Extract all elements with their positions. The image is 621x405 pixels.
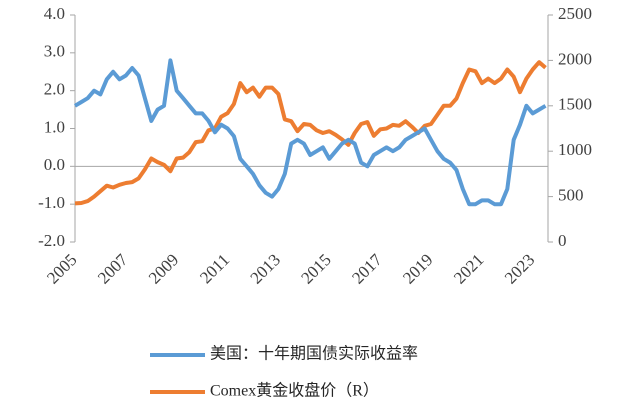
y-tick-label: 0.0 [44, 155, 65, 174]
series-line [73, 58, 547, 207]
x-tick-label: 2009 [145, 250, 182, 287]
x-tick-label: 2005 [43, 250, 80, 287]
y-tick-label: -2.0 [38, 231, 65, 250]
x-tick-label: 2017 [348, 250, 386, 288]
y2-tick-label: 1000 [558, 140, 592, 159]
x-tick-label: 2021 [450, 250, 487, 287]
x-tick-label: 2019 [399, 250, 436, 287]
y-tick-label: 3.0 [44, 42, 65, 61]
y2-tick-label: 0 [558, 231, 567, 250]
legend-label: Comex黄金收盘价（R） [210, 381, 379, 400]
x-tick-label: 2011 [196, 250, 233, 287]
y-tick-label: -1.0 [38, 193, 65, 212]
y2-tick-label: 500 [558, 186, 584, 205]
y-tick-label: 4.0 [44, 4, 65, 23]
x-tick-label: 2023 [501, 250, 538, 287]
y2-tick-label: 2000 [558, 49, 592, 68]
y2-tick-label: 1500 [558, 95, 592, 114]
series-line [74, 60, 547, 206]
x-tick-label: 2015 [297, 250, 334, 287]
legend: 美国：十年期国债实际收益率 Comex黄金收盘价（R） [150, 345, 418, 400]
legend-label: 美国：十年期国债实际收益率 [210, 345, 418, 363]
y-tick-label: 1.0 [44, 117, 65, 136]
y-tick-label: 2.0 [44, 80, 65, 99]
x-tick-label: 2007 [94, 250, 132, 288]
x-tick-label: 2013 [247, 250, 284, 287]
y2-tick-label: 2500 [558, 4, 592, 23]
